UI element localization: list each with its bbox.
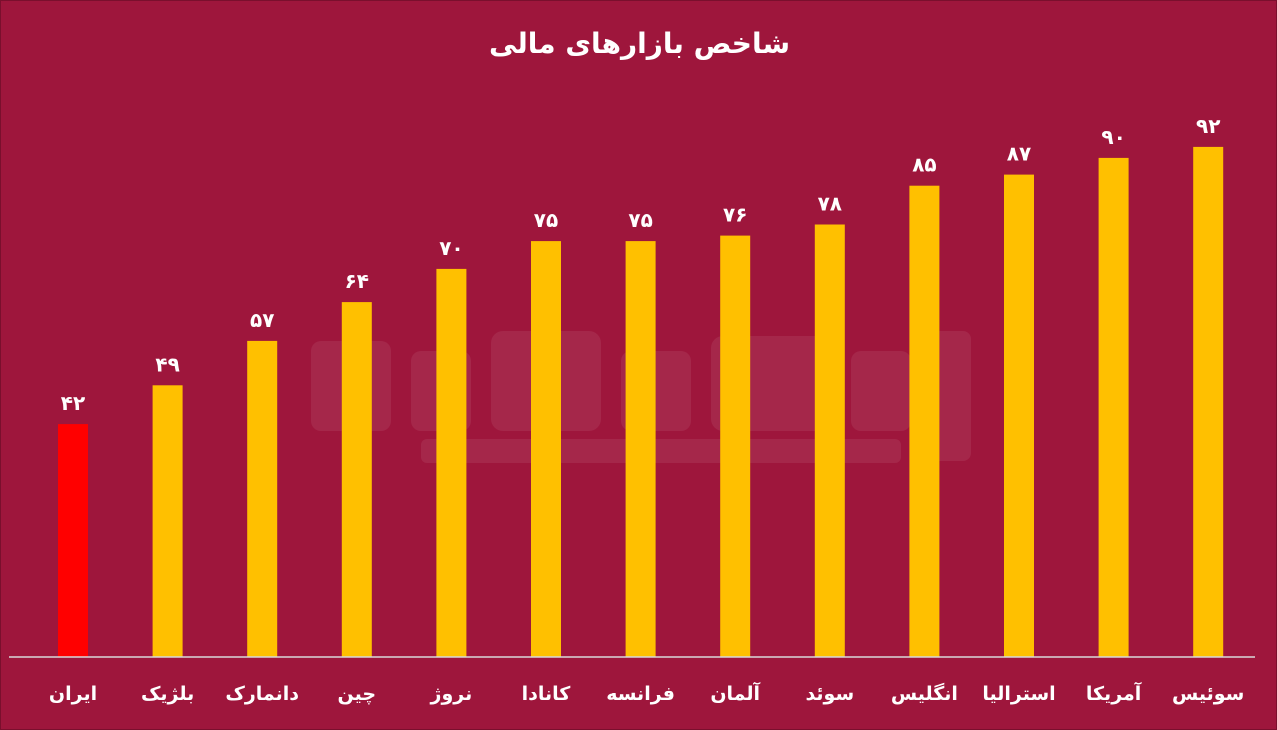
bar-value-label-6: ۷۵ <box>628 208 652 232</box>
bar-value-label-11: ۹۰ <box>1101 125 1125 149</box>
bar-4 <box>436 268 467 657</box>
chart-title: شاخص بازارهای مالی <box>488 27 791 60</box>
category-label-2: دانمارک <box>225 683 299 705</box>
labels-layer: ۴۲ ایران ۴۹ بلژیک ۵۷ دانمارک ۶۴ چین ۷۰ نروژ ۷۵ کانا… <box>49 114 1244 705</box>
category-label-10: استرالیا <box>982 683 1055 705</box>
bar-value-label-4: ۷۰ <box>439 236 463 260</box>
bar-5 <box>531 241 561 657</box>
category-label-5: کانادا <box>522 683 572 705</box>
category-label-6: فرانسه <box>606 683 675 705</box>
category-label-7: آلمان <box>710 681 760 705</box>
category-label-4: نروژ <box>430 683 473 705</box>
category-label-9: انگلیس <box>891 682 958 705</box>
bar-3 <box>341 302 372 657</box>
bar-10 <box>1004 174 1034 657</box>
bar-value-label-0: ۴۲ <box>61 391 85 415</box>
bar-value-label-10: ۸۷ <box>1007 142 1031 166</box>
bar-value-label-3: ۶۴ <box>345 269 369 293</box>
category-label-11: آمریکا <box>1086 681 1142 705</box>
bar-value-label-2: ۵۷ <box>250 308 274 332</box>
bar-2 <box>247 340 278 657</box>
category-label-12: سوئیس <box>1172 683 1244 705</box>
bar-value-label-9: ۸۵ <box>912 153 936 177</box>
bar-value-label-7: ۷۶ <box>723 203 747 227</box>
category-label-8: سوئد <box>805 683 854 705</box>
bar-value-label-5: ۷۵ <box>534 208 558 232</box>
category-label-3: چین <box>338 683 377 705</box>
bar-value-label-1: ۴۹ <box>155 352 179 376</box>
bar-7 <box>720 235 751 657</box>
bar-1 <box>152 385 183 657</box>
bar-9 <box>909 185 940 657</box>
bar-8 <box>814 224 845 657</box>
bar-11 <box>1098 157 1129 657</box>
bar-6 <box>625 241 656 657</box>
bars-layer <box>58 146 1224 657</box>
category-label-1: بلژیک <box>141 683 194 705</box>
bar-value-label-12: ۹۲ <box>1196 114 1220 138</box>
category-label-0: ایران <box>49 683 97 705</box>
bar-12 <box>1193 146 1224 657</box>
bar-0 <box>58 424 88 657</box>
bar-value-label-8: ۷۸ <box>818 192 842 216</box>
